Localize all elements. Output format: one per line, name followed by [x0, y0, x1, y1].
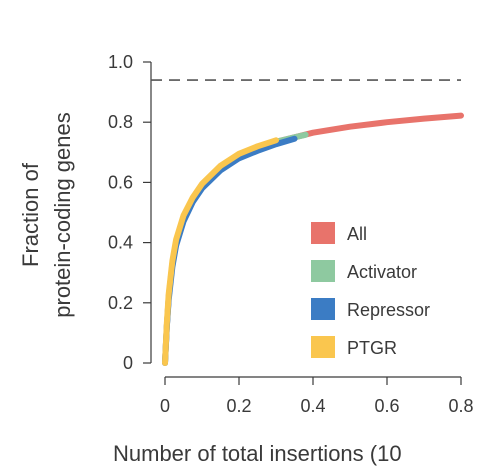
x-tick-label: 0.4 — [300, 396, 325, 416]
legend-label-all: All — [347, 224, 367, 244]
x-axis-title: Number of total insertions (10 — [113, 441, 402, 466]
y-axis-title-line2: protein-coding genes — [50, 112, 75, 317]
x-tick-label: 0.2 — [226, 396, 251, 416]
legend-swatch-repressor — [311, 298, 335, 320]
series-line-repressor — [162, 135, 298, 366]
legend: All Activator Repressor PTGR — [311, 222, 430, 358]
legend-label-repressor: Repressor — [347, 300, 430, 320]
legend-swatch-all — [311, 222, 335, 244]
legend-swatch-ptgr — [311, 336, 335, 358]
y-ticks: 0 0.2 0.4 0.6 0.8 1.0 — [108, 52, 151, 373]
y-tick-label: 0.6 — [108, 172, 133, 192]
legend-label-activator: Activator — [347, 262, 417, 282]
y-tick-label: 1.0 — [108, 52, 133, 72]
legend-label-ptgr: PTGR — [347, 338, 397, 358]
y-tick-label: 0.4 — [108, 233, 133, 253]
x-tick-label: 0 — [160, 396, 170, 416]
y-tick-label: 0.8 — [108, 112, 133, 132]
series-line-ptgr — [162, 137, 279, 366]
x-tick-label: 0.8 — [448, 396, 473, 416]
y-axis-title-line1: Fraction of — [18, 162, 43, 267]
x-ticks: 0 0.2 0.4 0.6 0.8 — [160, 377, 474, 416]
axes — [150, 62, 461, 378]
series-line-activator — [162, 131, 309, 366]
y-tick-label: 0.2 — [108, 293, 133, 313]
x-tick-label: 0.6 — [374, 396, 399, 416]
legend-swatch-activator — [311, 260, 335, 282]
series-layer — [162, 112, 464, 366]
y-tick-label: 0 — [123, 353, 133, 373]
